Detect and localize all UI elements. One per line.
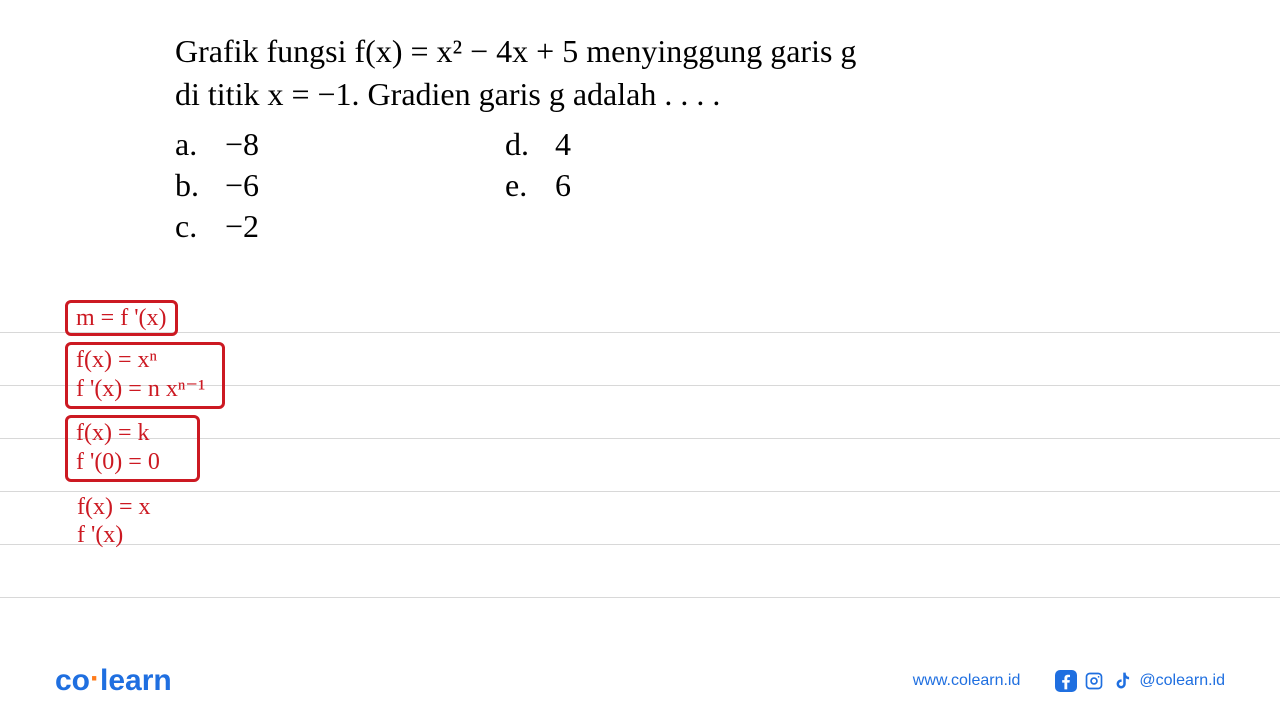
question-line-1: Grafik fungsi f(x) = x² − 4x + 5 menying… [175,33,856,69]
option-value: −2 [225,208,259,245]
tiktok-icon [1111,670,1133,692]
question-block: Grafik fungsi f(x) = x² − 4x + 5 menying… [175,30,1200,245]
handwritten-notes: m = f '(x) f(x) = xⁿ f '(x) = n xⁿ⁻¹ f(x… [65,300,265,551]
instagram-icon [1083,670,1105,692]
question-line-2: di titik x = −1. Gradien garis g adalah … [175,76,720,112]
rule-line [0,597,1280,598]
option-letter: d. [505,126,555,163]
option-e: e. 6 [505,167,835,204]
formula-text: f '(x) [77,522,265,548]
option-letter: b. [175,167,225,204]
logo-dot: · [90,662,100,695]
footer-bar: co·learn www.colearn.id @colearn.id [0,664,1280,698]
formula-box-gradient: m = f '(x) [65,300,178,336]
option-letter: a. [175,126,225,163]
formula-text: m = f '(x) [76,305,167,331]
formula-text: f(x) = x [77,494,265,520]
formula-text: f '(0) = 0 [76,449,189,475]
option-value: 4 [555,126,571,163]
option-c: c. −2 [175,208,505,245]
formula-text: f(x) = k [76,420,189,446]
social-handle: @colearn.id [1139,672,1225,690]
logo-learn: learn [100,664,172,697]
option-letter: c. [175,208,225,245]
logo-co: co [55,664,90,697]
brand-logo: co·learn [55,664,172,698]
option-b: b. −6 [175,167,505,204]
social-links: @colearn.id [1055,670,1225,692]
formula-box-constant-rule: f(x) = k f '(0) = 0 [65,415,200,482]
answer-options: a. −8 d. 4 b. −6 e. 6 c. −2 [175,126,1200,245]
option-letter: e. [505,167,555,204]
option-value: −8 [225,126,259,163]
option-a: a. −8 [175,126,505,163]
formula-box-power-rule: f(x) = xⁿ f '(x) = n xⁿ⁻¹ [65,342,225,409]
question-text: Grafik fungsi f(x) = x² − 4x + 5 menying… [175,30,1200,116]
formula-text: f(x) = xⁿ [76,347,214,373]
formula-text: f '(x) = n xⁿ⁻¹ [76,376,214,402]
option-d: d. 4 [505,126,835,163]
facebook-icon [1055,670,1077,692]
option-value: −6 [225,167,259,204]
option-value: 6 [555,167,571,204]
website-url: www.colearn.id [913,672,1021,690]
